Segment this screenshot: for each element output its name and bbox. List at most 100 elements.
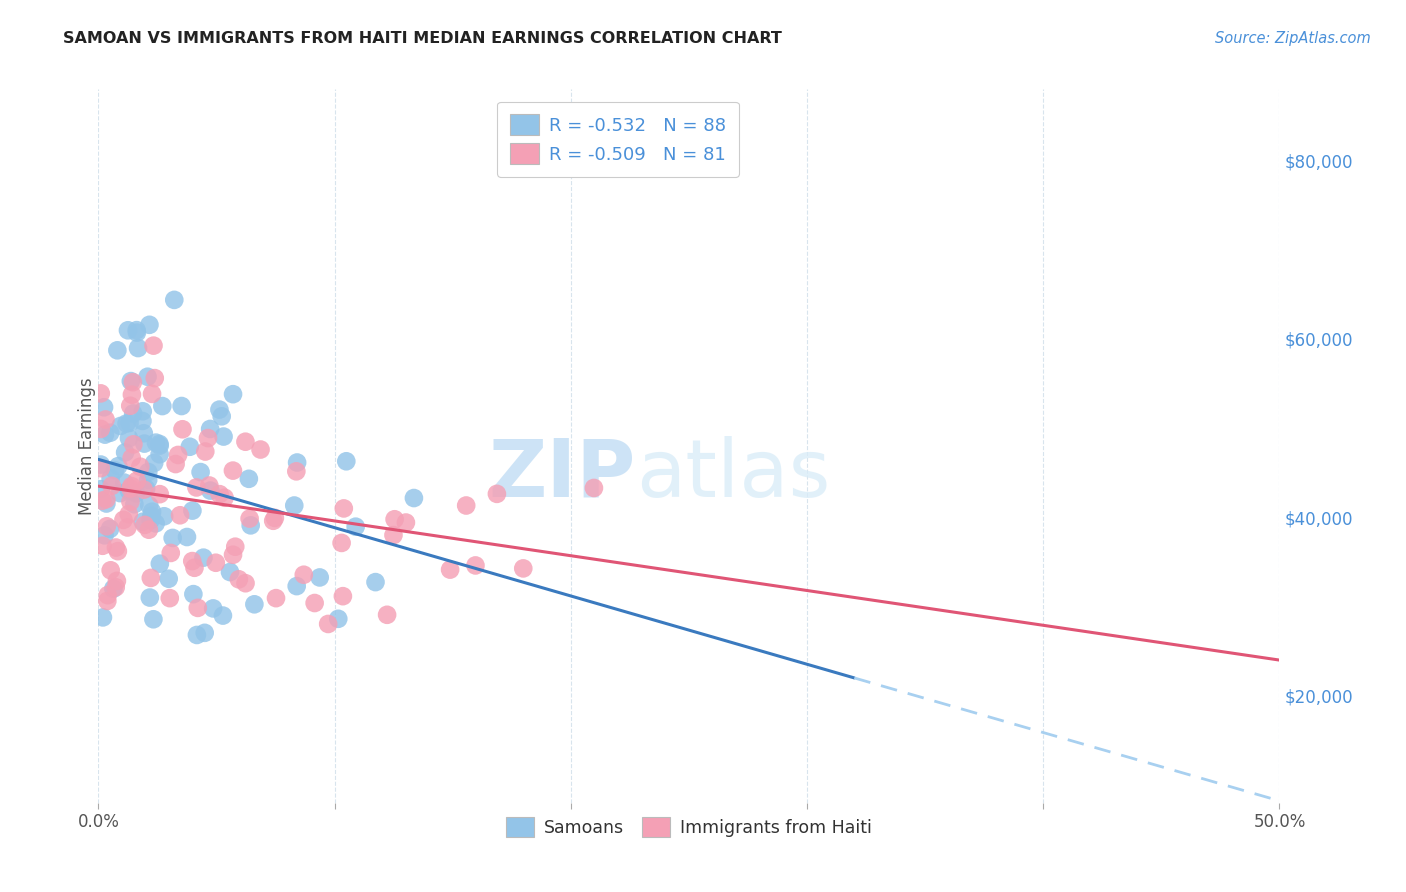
Point [91,493,114,508]
Point [200,483,222,498]
Point [120,399,142,413]
Point [316,617,339,632]
Point [139,591,162,605]
Point [132,426,155,441]
Point [212,429,235,443]
Point [264,591,287,606]
Text: ZIP: ZIP [488,435,636,514]
Point [118,431,141,445]
Point [285,579,308,593]
Point [228,572,250,586]
Point [145,435,167,450]
Point [485,487,508,501]
Point [91,539,114,553]
Point [136,465,159,479]
Point [239,511,262,525]
Point [375,607,398,622]
Point [159,591,181,606]
Point [127,341,149,355]
Point [395,516,418,530]
Point [198,422,221,436]
Point [464,558,486,573]
Point [141,387,163,401]
Point [125,323,148,337]
Point [136,369,159,384]
Point [332,589,354,603]
Point [249,442,271,457]
Point [149,447,172,461]
Point [112,475,135,490]
Point [159,546,181,560]
Point [308,570,330,584]
Point [98,522,121,536]
Point [235,576,257,591]
Point [187,600,209,615]
Point [150,399,173,413]
Point [100,479,122,493]
Point [170,399,193,413]
Point [292,567,315,582]
Point [104,580,127,594]
Point [162,531,184,545]
Point [98,425,121,440]
Point [125,474,148,488]
Point [121,479,143,493]
Point [132,404,155,418]
Point [197,431,219,445]
Point [138,499,160,513]
Point [90,422,112,436]
Point [238,472,260,486]
Point [145,516,167,531]
Point [94,427,117,442]
Point [108,486,131,500]
Point [131,414,153,428]
Point [304,596,326,610]
Point [122,437,145,451]
Point [163,293,186,307]
Point [90,458,112,472]
Point [211,409,233,424]
Point [243,597,266,611]
Point [132,515,155,529]
Point [135,482,157,496]
Point [183,561,205,575]
Text: SAMOAN VS IMMIGRANTS FROM HAITI MEDIAN EARNINGS CORRELATION CHART: SAMOAN VS IMMIGRANTS FROM HAITI MEDIAN E… [63,31,782,46]
Point [190,465,212,479]
Point [239,518,262,533]
Point [132,483,155,497]
Point [134,436,156,450]
Point [186,480,208,494]
Point [285,464,308,478]
Point [212,608,235,623]
Point [235,434,257,449]
Point [283,499,305,513]
Point [382,528,405,542]
Point [118,507,141,521]
Point [285,456,308,470]
Point [96,594,118,608]
Point [194,444,217,458]
Point [90,386,112,401]
Point [97,588,120,602]
Point [138,523,160,537]
Point [91,610,114,624]
Point [186,628,208,642]
Point [149,557,172,571]
Point [153,509,176,524]
Point [90,461,112,475]
Point [96,519,118,533]
Point [344,519,367,533]
Point [107,459,129,474]
Point [198,478,221,492]
Point [114,445,136,459]
Point [120,374,142,388]
Point [121,450,143,465]
Point [172,422,194,436]
Point [204,556,226,570]
Point [120,482,142,496]
Point [118,416,141,430]
Point [104,541,127,555]
Point [138,318,160,332]
Point [263,511,285,525]
Text: Source: ZipAtlas.com: Source: ZipAtlas.com [1215,31,1371,46]
